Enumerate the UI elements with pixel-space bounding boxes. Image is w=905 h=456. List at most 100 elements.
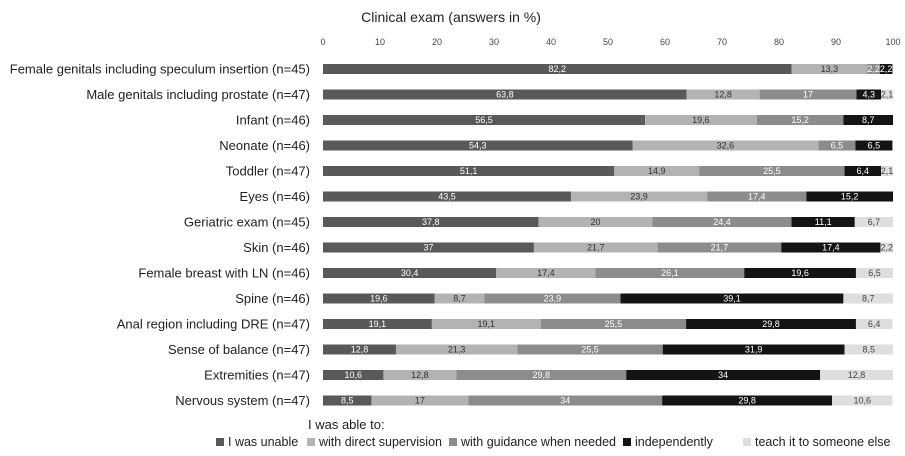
data-label: 56,5 (475, 115, 493, 125)
data-label: 4,3 (863, 90, 876, 100)
legend-swatch (623, 438, 631, 446)
bar-segment (496, 268, 596, 278)
data-label: 51,1 (460, 166, 478, 176)
data-label: 34 (718, 370, 728, 380)
bar-segment (533, 242, 658, 253)
bar-segment (844, 344, 893, 355)
category-label: Sense of balance (n=47) (168, 342, 310, 357)
bar-segment (323, 64, 792, 74)
data-label: 10,6 (344, 370, 362, 380)
data-label: 82,2 (549, 64, 567, 74)
data-label: 21,3 (448, 345, 466, 355)
data-label: 2,1 (881, 90, 894, 100)
bar-segment (323, 242, 534, 253)
bar-segment (879, 64, 893, 74)
bar-segments (323, 64, 893, 406)
data-label: 29,8 (533, 370, 551, 380)
category-labels: Female genitals including speculum inser… (10, 62, 310, 409)
data-label: 6,4 (868, 319, 881, 329)
bar-segment (323, 344, 396, 355)
bar-segment (686, 89, 760, 100)
bar-segment (881, 166, 893, 176)
bar-segment (484, 293, 621, 304)
category-label: Female genitals including speculum inser… (10, 62, 310, 77)
data-label: 25,5 (581, 345, 599, 355)
x-tick-label: 0 (320, 37, 325, 47)
x-tick-label: 90 (831, 37, 841, 47)
data-label: 39,1 (723, 294, 741, 304)
data-labels: 82,2 13,3 2,2 2,263,8 12,8 17 4,3 2,156,5 19,6 15… (341, 64, 893, 406)
category-label: Geriatric exam (n=45) (184, 215, 310, 230)
bar-segment (844, 166, 882, 176)
bar-segment (707, 191, 807, 202)
data-label: 17,4 (822, 243, 840, 253)
bar-segment (806, 191, 893, 202)
bar-segment (855, 319, 893, 329)
bar-segment (323, 319, 432, 329)
category-label: Male genitals including prostate (n=47) (86, 87, 310, 102)
bar-segment (662, 395, 833, 406)
category-label: Toddler (n=47) (226, 164, 310, 179)
data-label: 15,2 (791, 115, 809, 125)
data-label: 32,6 (717, 141, 735, 151)
data-label: 2,1 (881, 166, 894, 176)
legend-label: teach it to someone else (755, 435, 891, 449)
bar-segment (645, 115, 757, 125)
legend-title: I was able to: (308, 417, 385, 432)
data-label: 8,5 (863, 345, 876, 355)
data-label: 6,7 (868, 217, 881, 227)
data-label: 2,2 (867, 64, 880, 74)
data-label: 25,5 (763, 166, 781, 176)
data-label: 17,4 (537, 268, 555, 278)
bar-segment (657, 242, 782, 253)
category-label: Spine (n=46) (235, 291, 310, 306)
data-label: 19,6 (791, 268, 809, 278)
bar-segment (517, 344, 663, 355)
data-label: 6,5 (868, 141, 881, 151)
bar-segment (540, 319, 687, 329)
data-label: 31,9 (745, 345, 763, 355)
data-label: 17 (803, 90, 813, 100)
bar-segment (323, 115, 646, 125)
bar-segment (662, 344, 845, 355)
legend-label: with guidance when needed (460, 435, 616, 449)
bar-segment (856, 89, 882, 100)
bar-segment (881, 89, 893, 100)
data-label: 25,5 (605, 319, 623, 329)
bar-segment (867, 64, 880, 74)
bar-segment (781, 242, 881, 253)
data-label: 6,4 (857, 166, 870, 176)
data-label: 17,4 (748, 192, 766, 202)
bar-segment (383, 370, 457, 380)
data-label: 8,7 (862, 115, 875, 125)
bar-segment (855, 268, 893, 278)
bar-segment (614, 166, 700, 176)
bar-segment (323, 217, 539, 227)
bar-segment (323, 293, 435, 304)
bar-segment (855, 140, 893, 151)
data-label: 19,1 (478, 319, 496, 329)
legend-label: I was unable (228, 435, 298, 449)
category-label: Anal region including DRE (n=47) (117, 317, 310, 332)
data-label: 37,8 (422, 217, 440, 227)
x-tick-label: 80 (774, 37, 784, 47)
legend-swatch (307, 438, 315, 446)
category-label: Infant (n=46) (236, 113, 310, 128)
category-label: Female breast with LN (n=46) (138, 266, 310, 281)
bar-segment (854, 217, 893, 227)
category-label: Extremities (n=47) (204, 368, 310, 383)
legend-label: with direct supervision (318, 435, 442, 449)
data-label: 21,7 (587, 243, 605, 253)
category-label: Skin (n=46) (243, 240, 310, 255)
x-axis-ticks: 0 10 20 30 40 50 60 70 80 90 100 (320, 37, 900, 47)
legend-swatch (449, 438, 457, 446)
data-label: 37 (423, 243, 433, 253)
bar-segment (791, 64, 868, 74)
data-label: 6,5 (831, 141, 844, 151)
bar-segment (323, 395, 372, 406)
legend: I was unable with direct supervision with … (216, 435, 891, 449)
bar-segment (652, 217, 792, 227)
data-label: 6,5 (868, 268, 881, 278)
bar-segment (434, 293, 485, 304)
bar-segment (880, 242, 893, 253)
